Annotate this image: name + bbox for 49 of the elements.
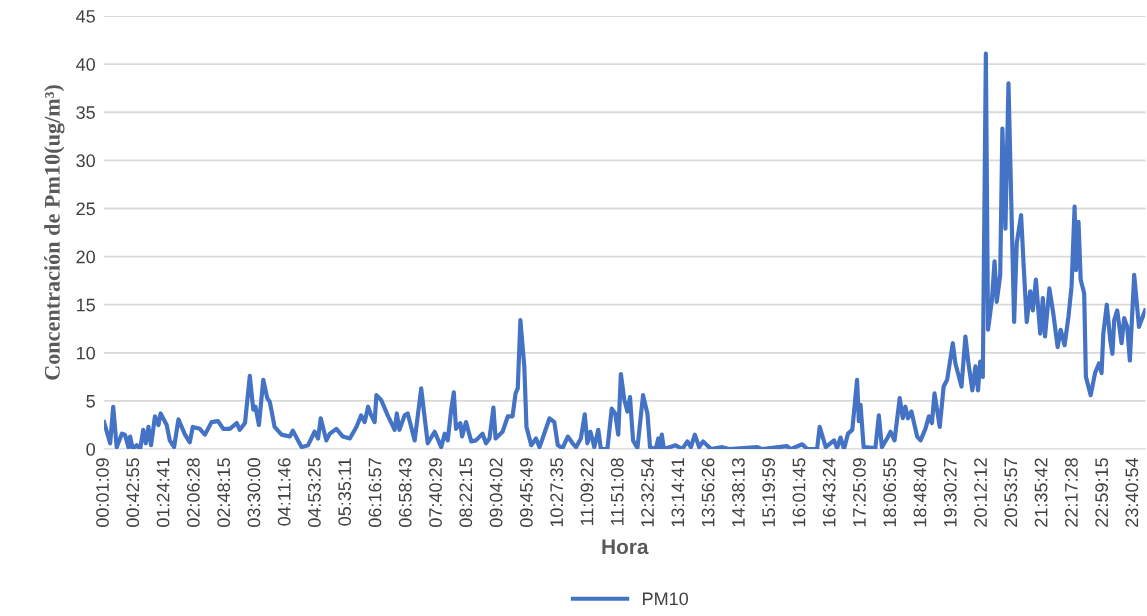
x-tick-label: 22:17:28 [1064,458,1078,527]
x-tick-label: 13:14:41 [671,458,685,527]
y-tick-label: 25 [76,202,95,216]
y-tick-label: 10 [77,346,95,360]
x-tick-label: 09:04:02 [489,458,503,527]
y-tick-label: 20 [76,250,95,264]
x-tick-label: 08:22:15 [459,458,473,527]
x-tick-label: 12:32:54 [641,457,654,527]
x-tick-label: 14:38:13 [732,458,745,527]
y-tick-label: 45 [76,10,95,23]
x-tick-label: 02:48:15 [217,458,231,527]
x-tick-label: 00:42:55 [126,458,140,527]
x-tick-label: 20:12:12 [974,458,987,527]
x-tick-label: 18:48:40 [913,458,927,527]
y-tick-label: 30 [76,154,95,168]
y-tick-label: 5 [86,395,95,408]
y-tick-label: 35 [76,106,95,119]
x-tick-label: 11:09:22 [580,458,594,525]
x-tick-label: 06:58:43 [398,458,412,527]
x-tick-label: 01:24:41 [156,458,170,527]
x-tick-label: 02:06:28 [186,458,200,527]
x-tick-label: 03:30:00 [247,458,261,527]
y-axis-title: Concentración de Pm10(ug/m³) [44,85,65,380]
x-tick-label: 16:01:45 [792,458,806,527]
x-tick-label: 09:45:49 [520,458,533,527]
x-tick-label: 17:25:09 [853,458,866,527]
legend-label: PM10 [643,592,689,606]
x-tick-label: 06:16:57 [368,458,382,527]
x-tick-label: 11:51:08 [610,458,624,525]
x-tick-label: 15:19:59 [762,458,776,527]
x-tick-label: 04:53:25 [308,458,321,527]
x-tick-label: 13:56:26 [701,458,715,527]
x-axis-title: Hora [602,539,649,555]
y-tick-label: 15 [77,298,95,312]
x-tick-label: 00:01:09 [96,458,109,527]
y-tick-label: 0 [86,443,95,456]
x-tick-label: 21:35:42 [1034,458,1048,527]
x-tick-label: 22:59:15 [1095,458,1109,527]
x-tick-label: 05:35:11 [338,458,352,526]
line-series [104,51,1146,450]
x-tick-label: 19:30:27 [943,458,957,527]
x-tick-label: 23:40:54 [1125,457,1139,527]
x-tick-label: 07:40:29 [429,458,442,527]
y-tick-label: 40 [76,58,95,71]
x-tick-label: 18:06:55 [883,458,897,527]
x-tick-label: 16:43:24 [822,457,836,527]
x-tick-label: 10:27:35 [550,458,564,527]
x-tick-label: 04:11:46 [277,458,291,526]
x-tick-label: 20:53:57 [1004,458,1018,527]
